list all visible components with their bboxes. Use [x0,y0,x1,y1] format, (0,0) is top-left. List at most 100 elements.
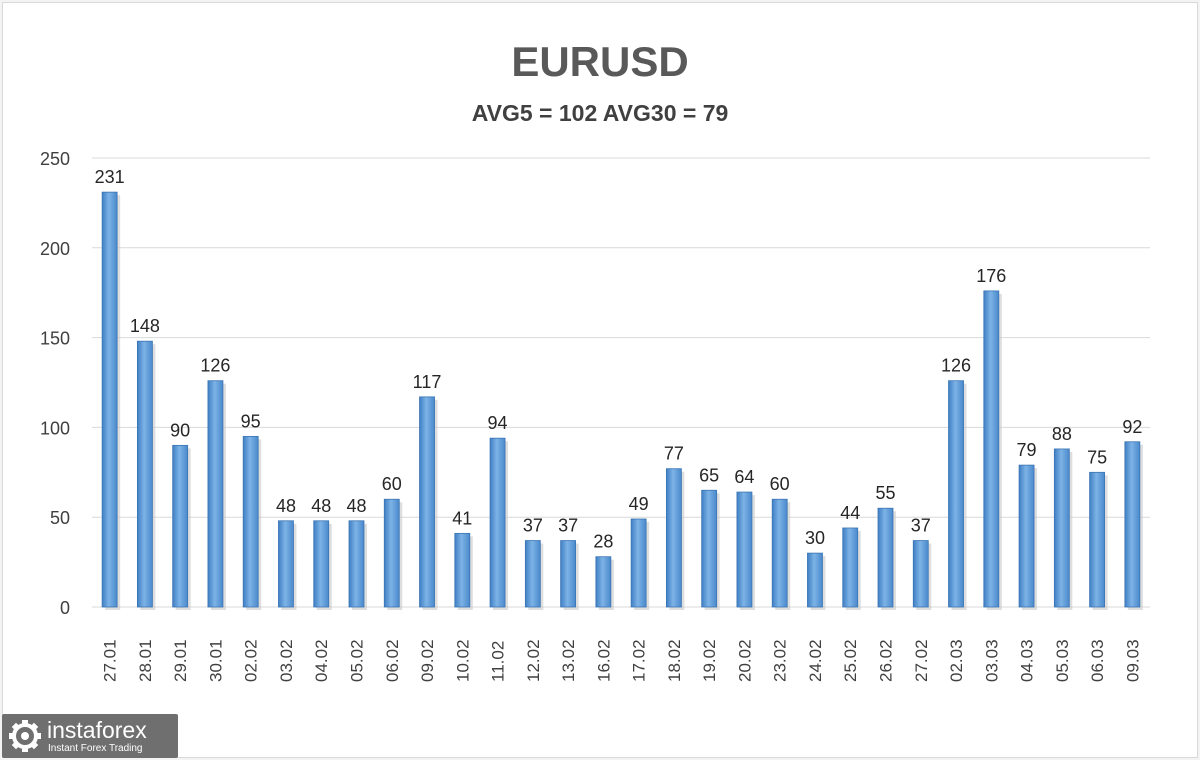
x-tick-label: 06.02 [383,639,402,682]
bar-value-label: 92 [1122,417,1142,437]
bar-value-label: 79 [1017,440,1037,460]
y-tick-label: 200 [40,239,70,259]
bar-value-label: 176 [976,266,1006,286]
bar [489,437,506,608]
bar-value-label: 37 [558,516,578,536]
gridlines [92,157,1150,608]
bar-value-label: 75 [1087,447,1107,467]
x-tick-label: 03.03 [982,639,1001,682]
x-tick-label: 26.02 [877,639,896,682]
bar [242,435,259,608]
x-tick-label: 23.02 [771,639,790,682]
y-tick-label: 100 [40,418,70,438]
gear-icon [9,720,41,752]
x-tick-label: 03.02 [277,639,296,682]
x-tick-label: 10.02 [453,639,472,682]
bar-value-label: 37 [911,516,931,536]
bar-value-label: 88 [1052,424,1072,444]
instaforex-logo: instaforex Instant Forex Trading [2,714,178,758]
bar [983,290,1000,608]
bar-value-label: 90 [170,420,190,440]
bar [278,520,294,608]
x-tick-label: 12.02 [524,639,543,682]
bar [207,380,224,608]
bar [348,520,365,608]
bar-value-label: 55 [875,483,895,503]
bar-value-label: 49 [629,494,649,514]
bar [172,444,189,608]
bar-value-label: 48 [276,496,296,516]
bar-value-label: 77 [664,444,684,464]
bar [1124,441,1141,608]
y-tick-label: 50 [50,508,70,528]
bar [842,527,859,608]
bars [101,191,1143,610]
x-tick-label: 11.02 [489,641,508,682]
bar [454,532,471,608]
chart-subtitle: AVG5 = 102 AVG30 = 79 [471,100,729,126]
bar [136,340,153,608]
bar [877,507,894,608]
bar-value-label: 30 [805,528,825,548]
bar-value-label: 37 [523,516,543,536]
x-tick-label: 29.01 [171,639,190,682]
y-tick-label: 0 [60,598,70,618]
x-tick-label: 18.02 [665,639,684,682]
bar-value-label: 60 [770,474,790,494]
x-tick-label: 09.02 [418,639,437,682]
x-tick-label: 30.01 [206,639,225,682]
bar-value-label: 64 [734,467,754,487]
x-tick-label: 27.01 [101,639,120,682]
bar [666,468,682,608]
x-tick-label: 02.03 [947,639,966,682]
x-tick-label: 20.02 [735,639,754,682]
bar-value-label: 148 [130,316,160,336]
bar [313,520,330,608]
x-tick-label: 24.02 [806,639,825,682]
bar-value-label: 28 [593,532,613,552]
x-tick-label: 05.02 [348,639,367,682]
bar-value-label: 231 [95,167,125,187]
bar [1018,464,1035,608]
x-tick-label: 09.03 [1123,639,1142,682]
bar [948,380,964,608]
y-tick-label: 250 [40,149,70,169]
bar [912,540,929,608]
bar-value-label: 48 [311,496,331,516]
bar [1089,471,1105,608]
x-axis: 27.01 28.01 29.01 30.01 02.02 03.02 04.02 05.02… [101,639,1143,682]
data-labels: 231 148 90 126 95 48 48 48 60 117 41 94 37 37 28 49 77 65… [95,167,1143,552]
x-tick-label: 17.02 [630,639,649,682]
bar-value-label: 94 [488,413,508,433]
bar [524,540,541,608]
y-axis: 0 50 100 150 200 250 [40,149,70,618]
chart-title: EURUSD [511,38,689,85]
bar-value-label: 65 [699,465,719,485]
bar [736,491,753,608]
bar [807,552,823,608]
bar-value-label: 60 [382,474,402,494]
x-tick-label: 05.03 [1053,639,1072,682]
bar-value-label: 126 [941,356,971,376]
bar-value-label: 126 [200,356,230,376]
x-tick-label: 02.02 [242,639,261,682]
x-tick-label: 25.02 [841,639,860,682]
bar [419,396,435,608]
x-tick-label: 06.03 [1088,639,1107,682]
bar [1053,448,1070,608]
x-tick-label: 28.01 [136,639,155,682]
x-tick-label: 19.02 [700,639,719,682]
logo-tagline: Instant Forex Trading [48,743,143,754]
x-tick-label: 16.02 [594,639,613,682]
bar [701,489,718,608]
x-tick-label: 27.02 [912,639,931,682]
bar-value-label: 41 [452,508,472,528]
x-tick-label: 04.03 [1018,639,1037,682]
x-tick-label: 04.02 [312,639,331,682]
bar-value-label: 95 [241,411,261,431]
y-tick-label: 150 [40,329,70,349]
bar-value-label: 48 [346,496,366,516]
bar [630,518,647,608]
bar [101,191,118,608]
